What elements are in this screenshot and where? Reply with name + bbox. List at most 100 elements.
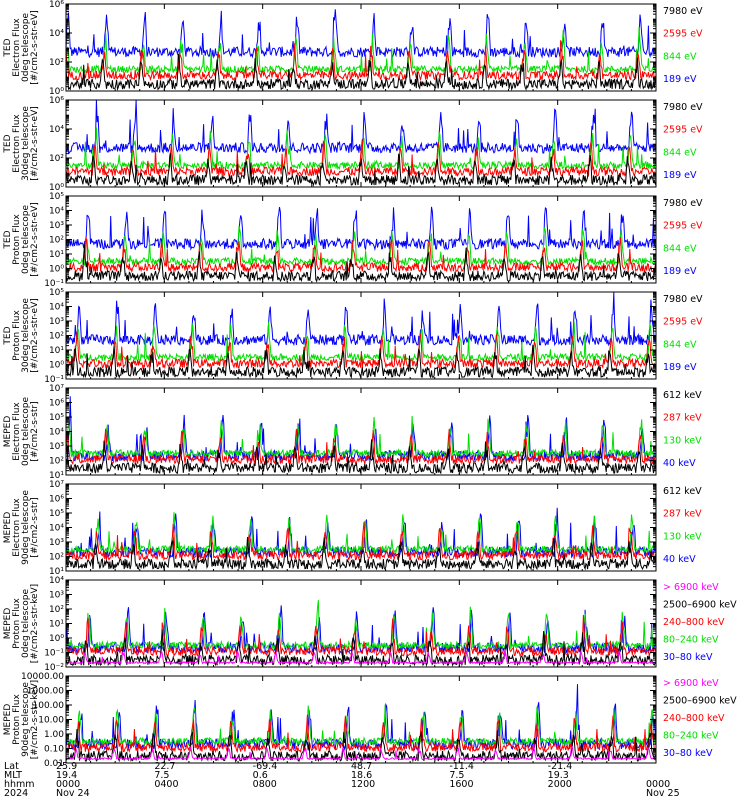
legend-entry: 612 keV <box>663 486 702 497</box>
legend-entry: 287 keV <box>663 413 702 424</box>
y-tick-label: 10⁶ <box>49 495 64 505</box>
legend-entry: 40 keV <box>663 458 696 469</box>
x-tick-lat: 22.7 <box>154 761 175 772</box>
x-tick-mlt: 7.5 <box>449 770 464 781</box>
y-tick-label: 10⁶ <box>49 399 64 409</box>
y-tick-label: 10⁴ <box>49 524 64 534</box>
x-tick-hhmm: 1600 <box>449 779 473 790</box>
y-tick-label: 10⁶ <box>49 96 64 106</box>
y-tick-label: 10⁰ <box>49 87 64 97</box>
legend-entry: 189 eV <box>663 266 697 277</box>
y-tick-label: 10⁰ <box>49 361 64 371</box>
y-tick-label: 10⁻¹ <box>44 375 64 385</box>
y-tick-label: 10² <box>49 605 64 615</box>
series-green-6 <box>66 512 656 555</box>
y-tick-label: 10⁴ <box>49 125 64 135</box>
legend-entry: 612 keV <box>663 390 702 401</box>
series-blue-2 <box>66 100 656 155</box>
legend-entry: > 6900 keV <box>663 678 719 689</box>
y-tick-label: 10⁷ <box>49 480 64 490</box>
x-tick-date: Nov 24 <box>56 788 90 799</box>
panel-7: 10⁻² 10⁻¹ 10⁰ 10¹ 10² 10³ 10⁴ MEPEDProton Flux0… <box>3 576 737 673</box>
panel-1: 10⁰ 10² 10⁴ 10⁶ TEDElectron Flux0deg telesco… <box>3 0 703 97</box>
legend-entry: 189 eV <box>663 362 697 373</box>
y-axis-label: MEPEDElectron Flux0deg telescope[#/cm2-s… <box>3 397 40 467</box>
x-tick-lat: -21.4 <box>548 761 573 772</box>
y-tick-label: 10⁰ <box>49 634 64 644</box>
x-tick-hhmm: 0000 <box>56 779 80 790</box>
y-tick-label: 10⁴ <box>49 303 64 313</box>
panel-frame <box>65 99 657 188</box>
legend-entry: 7980 eV <box>663 198 703 209</box>
y-axis-label: MEPEDElectron Flux90deg telescope[#/cm2-… <box>3 490 40 565</box>
y-tick-label: 10⁷ <box>49 384 64 394</box>
y-tick-label: 10¹ <box>49 471 64 481</box>
legend-entry: 7980 eV <box>663 6 703 17</box>
legend-entry: 2595 eV <box>663 29 703 40</box>
y-tick-label: 1.00 <box>44 730 64 740</box>
y-tick-label: 10⁵ <box>49 288 64 298</box>
series-red-7 <box>66 614 656 658</box>
series-red-8 <box>66 714 656 754</box>
legend-entry: 189 eV <box>663 170 697 181</box>
series-red-1 <box>66 40 656 82</box>
series-black-2 <box>66 153 656 187</box>
series-black-1 <box>66 53 656 91</box>
y-tick-label: 10³ <box>49 591 64 601</box>
y-tick-label: 10¹ <box>49 250 64 260</box>
y-tick-label: 10⁵ <box>49 192 64 202</box>
series-blue-7 <box>66 605 656 655</box>
y-tick-label: 10⁴ <box>49 428 64 438</box>
y-tick-label: 10.00 <box>38 716 64 726</box>
y-tick-label: 10⁵ <box>49 413 64 423</box>
x-row-label: MLT <box>4 770 22 781</box>
legend-entry: 30–80 keV <box>663 652 713 663</box>
series-black-6 <box>66 536 656 571</box>
legend-entry: 40 keV <box>663 554 696 565</box>
series-green-3 <box>66 225 656 267</box>
x-tick-hhmm: 1200 <box>351 779 375 790</box>
x-tick-hhmm: 2000 <box>548 779 572 790</box>
y-axis-label: MEPEDProton Flux90deg telescope[#/cm2-s-… <box>3 680 40 759</box>
y-axis-label: TEDProton Flux30deg telescope[#/cm2-s-st… <box>3 298 40 373</box>
legend-entry: 844 eV <box>663 147 697 158</box>
y-tick-label: 10⁴ <box>49 207 64 217</box>
series-green-8 <box>66 704 656 747</box>
y-tick-label: 10⁻¹ <box>44 279 64 289</box>
y-tick-label: 10000.00 <box>21 672 64 682</box>
series-blue-1 <box>66 9 656 59</box>
y-tick-label: 10² <box>49 154 64 164</box>
legend-entry: 80–240 keV <box>663 635 719 646</box>
y-tick-label: 10² <box>49 236 64 246</box>
legend-entry: 2500–6900 keV <box>663 696 737 707</box>
panel-6: 10¹ 10² 10³ 10⁴ 10⁵ 10⁶ 10⁷ MEPEDElectron Flux9… <box>3 480 702 577</box>
legend-entry: 30–80 keV <box>663 748 713 759</box>
y-axis-label: TEDElectron Flux0deg telescope[#/cm2-s-s… <box>3 10 40 85</box>
x-tick-mlt: 18.6 <box>351 770 372 781</box>
x-tick-mlt: 19.3 <box>548 770 569 781</box>
y-tick-label: 10³ <box>49 538 64 548</box>
y-axis-label: TEDProton Flux0deg telescope[#/cm2-s-str… <box>3 202 40 277</box>
y-tick-label: 100.00 <box>33 701 65 711</box>
y-tick-label: 10³ <box>49 442 64 452</box>
legend-entry: 844 eV <box>663 339 697 350</box>
series-black-5 <box>66 439 656 475</box>
y-axis-label: MEPEDProton Flux0deg telescope[#/cm2-s-s… <box>3 584 40 663</box>
y-tick-label: 10⁴ <box>49 29 64 39</box>
x-row-label: Lat <box>4 761 19 772</box>
legend-entry: 2595 eV <box>663 125 703 136</box>
y-tick-label: 10² <box>49 553 64 563</box>
series-green-1 <box>66 26 656 75</box>
y-tick-label: 10² <box>49 332 64 342</box>
legend-entry: 2595 eV <box>663 317 703 328</box>
y-tick-label: 10² <box>49 457 64 467</box>
x-row-label: 2024 <box>4 788 28 799</box>
x-row-label: hhmm <box>4 779 35 790</box>
legend-entry: 240–800 keV <box>663 617 725 628</box>
y-tick-label: 0.01 <box>44 759 64 769</box>
x-tick-mlt: 0.6 <box>253 770 268 781</box>
legend-entry: 844 eV <box>663 243 697 254</box>
panel-5: 10¹ 10² 10³ 10⁴ 10⁵ 10⁶ 10⁷ MEPEDElectron Flux0… <box>3 384 702 481</box>
y-tick-label: 0.10 <box>44 745 64 755</box>
